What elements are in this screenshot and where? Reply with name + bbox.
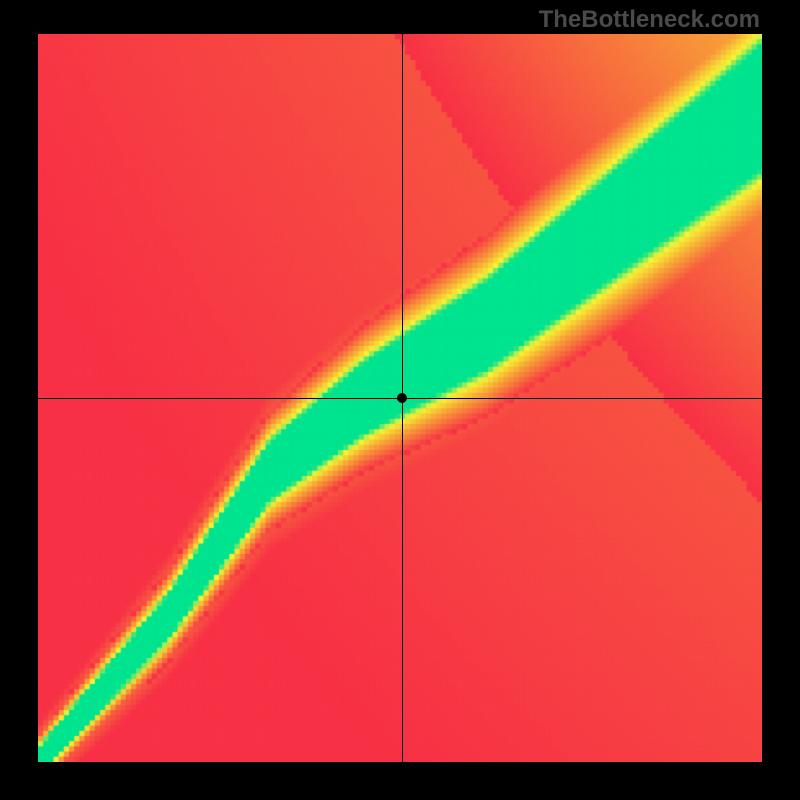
crosshair-dot [397,393,407,403]
heatmap-plot [38,34,762,762]
watermark-text: TheBottleneck.com [539,6,760,34]
